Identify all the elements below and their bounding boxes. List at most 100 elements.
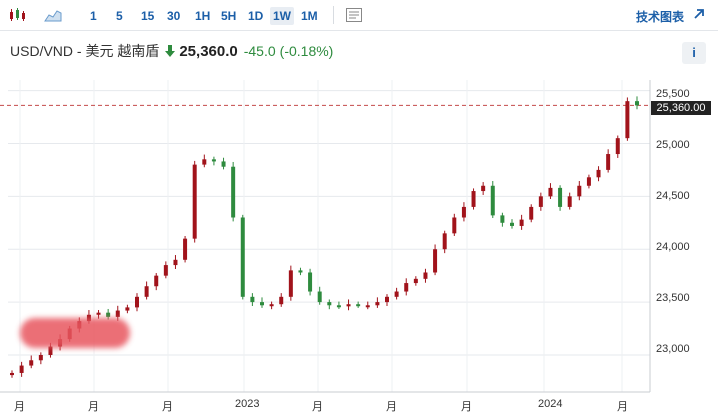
y-tick-label: 25,500	[656, 88, 690, 100]
candle-body	[86, 314, 91, 322]
timeframe-1h[interactable]: 1H	[195, 9, 211, 23]
candle-body	[606, 154, 611, 170]
candle-body	[452, 217, 457, 234]
x-tick-label: 月	[14, 401, 25, 413]
candle-body	[365, 305, 370, 308]
candlestick-icon[interactable]	[8, 7, 26, 23]
timeframe-30[interactable]: 30	[167, 9, 181, 23]
y-tick-label: 23,500	[656, 292, 690, 304]
timeframe-5[interactable]: 5	[116, 9, 123, 23]
x-tick-label: 2024	[538, 398, 563, 410]
x-tick-label: 月	[88, 401, 99, 413]
candle-body	[38, 354, 43, 361]
y-tick-label: 24,500	[656, 190, 690, 202]
candle-body	[231, 166, 236, 218]
candle-body	[211, 159, 216, 162]
timeframe-1d[interactable]: 1D	[248, 9, 264, 23]
candle-body	[221, 161, 226, 167]
candle-body	[288, 270, 293, 297]
candle-body	[558, 187, 563, 207]
x-tick-label: 月	[617, 401, 628, 413]
candle-body	[471, 191, 476, 207]
candle-body	[163, 265, 168, 276]
candle-body	[538, 196, 543, 207]
candle-body	[135, 296, 139, 308]
timeframe-1w[interactable]: 1W	[270, 7, 294, 25]
quote-header: USD/VND - 美元 越南盾 25,360.0 -45.0 (-0.18%)	[10, 40, 333, 62]
tech-chart-link[interactable]: 技术图表	[635, 10, 684, 24]
candle-body	[404, 283, 409, 292]
external-arrow-icon[interactable]	[692, 7, 706, 21]
candle-body	[173, 259, 178, 266]
candle-body	[529, 206, 534, 220]
symbol-title: USD/VND - 美元 越南盾	[10, 43, 160, 59]
candle-body	[567, 196, 572, 207]
candle-body	[510, 222, 514, 226]
candle-body	[548, 187, 553, 197]
x-tick-label: 月	[312, 401, 323, 413]
info-button[interactable]: i	[682, 42, 706, 64]
candle-body	[106, 312, 111, 317]
candle-body	[481, 185, 486, 192]
last-price: 25,360.0	[179, 42, 238, 60]
candle-body	[10, 372, 14, 376]
candle-body	[144, 286, 149, 297]
candle-body	[154, 275, 159, 287]
candle-body	[260, 302, 264, 306]
candle-body	[433, 249, 438, 273]
candle-body	[29, 360, 34, 366]
x-tick-label: 月	[461, 401, 472, 413]
timeframe-15[interactable]: 15	[141, 9, 155, 23]
candle-body	[519, 219, 524, 226]
x-tick-label: 月	[162, 401, 173, 413]
candle-body	[596, 169, 601, 178]
candle-body	[250, 296, 255, 303]
y-tick-label: 24,000	[656, 241, 690, 253]
x-tick-label: 2023	[235, 398, 260, 410]
candle-body	[336, 305, 341, 308]
candle-body	[635, 101, 639, 106]
timeframe-5h[interactable]: 5H	[221, 9, 237, 23]
candle-body	[317, 291, 322, 303]
y-tick-label: 25,000	[656, 139, 690, 151]
candle-body	[500, 215, 505, 223]
timeframe-1m[interactable]: 1M	[301, 9, 318, 23]
candle-body	[423, 272, 428, 279]
candle-body	[202, 159, 207, 165]
current-price-tag: 25,360.00	[651, 101, 711, 115]
redaction-mark	[20, 318, 130, 348]
candle-body	[183, 238, 188, 260]
candle-body	[96, 312, 101, 315]
candle-body	[19, 365, 24, 373]
chart-toolbar: 1 5 15 30 1H 5H 1D 1W 1M 技术图表	[0, 0, 718, 31]
x-tick-label: 月	[386, 401, 397, 413]
candle-body	[240, 217, 245, 297]
candle-body	[413, 278, 418, 284]
candle-body	[461, 206, 466, 218]
candle-body	[115, 310, 120, 317]
candle-body	[586, 177, 591, 186]
candle-body	[490, 185, 495, 216]
timeframe-1[interactable]: 1	[90, 9, 97, 23]
candle-body	[298, 270, 303, 273]
price-change: -45.0	[243, 43, 276, 59]
candle-body	[346, 304, 351, 307]
candle-body	[625, 101, 630, 139]
candle-body	[269, 304, 274, 307]
candle-body	[385, 296, 389, 303]
candle-body	[327, 302, 332, 306]
area-chart-icon[interactable]	[44, 7, 62, 23]
candle-body	[279, 296, 284, 305]
candle-body	[48, 346, 53, 355]
toolbar-divider	[333, 6, 334, 24]
indicator-panel-icon[interactable]	[345, 7, 363, 23]
candle-body	[192, 164, 197, 239]
candle-body	[442, 233, 447, 250]
candle-body	[125, 307, 130, 311]
candle-body	[615, 138, 620, 155]
candle-body	[577, 185, 582, 197]
down-arrow-icon	[165, 45, 176, 57]
candle-body	[394, 291, 399, 297]
y-tick-label: 23,000	[656, 343, 690, 355]
